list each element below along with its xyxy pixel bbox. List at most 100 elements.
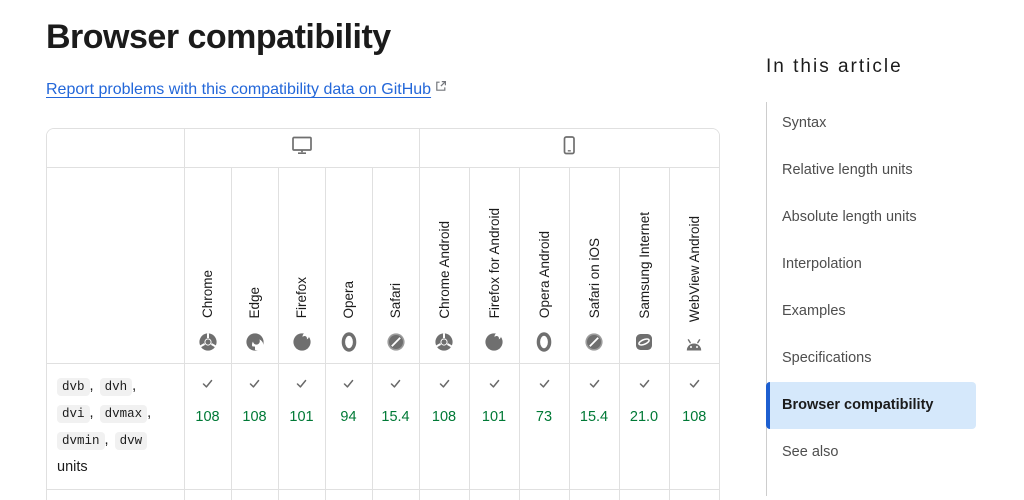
mobile-icon: [559, 135, 579, 156]
external-link-icon: [435, 80, 447, 92]
supported-check-icon: [438, 377, 451, 390]
toc-item-relative-length-units[interactable]: Relative length units: [782, 162, 913, 178]
supported-check-icon: [688, 377, 701, 390]
toc-item-absolute-length-units[interactable]: Absolute length units: [782, 209, 917, 225]
support-cell-samsung-internet[interactable]: 21.0: [619, 363, 670, 490]
column-header-webview-android: WebView Android: [669, 167, 719, 364]
browser-label: Chrome: [200, 270, 215, 319]
browser-label: WebView Android: [686, 216, 702, 323]
safari-icon: [386, 332, 406, 352]
chrome-icon: [434, 332, 454, 352]
support-cell-safari[interactable]: 15.4: [372, 363, 420, 490]
firefox-icon: [292, 332, 312, 352]
support-version: 101: [481, 408, 507, 425]
browser-label: Safari: [388, 283, 403, 319]
toc-item-specifications[interactable]: Specifications: [782, 350, 872, 366]
support-cell-firefox[interactable]: 101: [278, 363, 326, 490]
browser-label: Edge: [247, 286, 262, 319]
report-problems-link[interactable]: Report problems with this compatibility …: [46, 81, 432, 98]
code-chip: dvb: [57, 377, 90, 396]
support-cell-webview-android[interactable]: 108: [669, 363, 719, 490]
code-chip: dvmin: [57, 431, 105, 450]
support-version: 21.0: [629, 408, 659, 425]
separator: ,: [89, 377, 94, 394]
in-this-article-sidebar: In this article Syntax Relative length u…: [766, 0, 1016, 496]
toc-item-browser-compatibility[interactable]: Browser compatibility: [766, 382, 976, 429]
support-version: 108: [431, 408, 457, 425]
support-cell-edge[interactable]: 108: [231, 363, 279, 490]
supported-check-icon: [295, 377, 308, 390]
browser-label: Firefox: [294, 277, 309, 319]
browser-compat-table: Chrome Edge Firefox Opera Safari Chrome …: [46, 128, 720, 500]
supported-check-icon: [638, 377, 651, 390]
android-icon: [684, 336, 704, 352]
supported-check-icon: [201, 377, 214, 390]
code-chip: dvmax: [99, 404, 148, 423]
toc-list: Syntax Relative length units Absolute le…: [766, 100, 976, 496]
support-version: 15.4: [579, 408, 609, 425]
support-cell-chrome-android[interactable]: 108: [419, 363, 470, 490]
separator: ,: [132, 377, 137, 394]
toc-item-examples[interactable]: Examples: [782, 303, 846, 319]
column-header-chrome-android: Chrome Android: [419, 167, 470, 364]
column-header-chrome: Chrome: [184, 167, 232, 364]
browser-label: Firefox for Android: [486, 208, 502, 319]
support-version: 108: [195, 408, 220, 425]
browser-header-row: Chrome Edge Firefox Opera Safari Chrome …: [47, 167, 719, 364]
toc-item-syntax[interactable]: Syntax: [782, 115, 827, 131]
column-header-firefox: Firefox: [278, 167, 326, 364]
toc-item-interpolation[interactable]: Interpolation: [782, 256, 862, 272]
firefox-icon: [484, 332, 504, 352]
opera-icon: [534, 331, 554, 352]
desktop-group-header: [184, 129, 420, 168]
edge-icon: [245, 332, 265, 352]
browser-label: Chrome Android: [436, 220, 452, 319]
supported-check-icon: [588, 377, 601, 390]
desktop-icon: [290, 135, 314, 156]
code-chip: dvh: [99, 377, 133, 396]
support-cell-opera-android[interactable]: 73: [519, 363, 570, 490]
toc-heading: In this article: [766, 56, 903, 77]
feature-cell[interactable]: [47, 489, 185, 500]
column-header-firefox-android: Firefox for Android: [469, 167, 520, 364]
column-header-safari: Safari: [372, 167, 420, 364]
support-version: 101: [289, 408, 314, 425]
page-title: Browser compatibility: [46, 18, 391, 56]
supported-check-icon: [488, 377, 501, 390]
separator: ,: [147, 404, 152, 421]
supported-check-icon: [389, 377, 402, 390]
opera-icon: [339, 331, 359, 352]
table-row-partial: [47, 489, 719, 500]
samsung-internet-icon: [634, 332, 654, 352]
supported-check-icon: [248, 377, 261, 390]
feature-column-header: [47, 167, 185, 364]
support-cell-chrome[interactable]: 108: [184, 363, 232, 490]
support-version: 94: [340, 408, 357, 425]
column-header-opera-android: Opera Android: [519, 167, 570, 364]
separator: ,: [104, 431, 109, 448]
chrome-icon: [198, 332, 218, 352]
support-version: 15.4: [381, 408, 410, 425]
support-cell-safari-ios[interactable]: 15.4: [569, 363, 620, 490]
code-chip: dvw: [114, 431, 148, 450]
device-group-row: [47, 129, 719, 168]
browser-label: Opera: [341, 280, 356, 319]
separator: ,: [89, 404, 94, 421]
article-section: Browser compatibility Report problems wi…: [46, 0, 720, 99]
browser-label: Samsung Internet: [636, 211, 652, 319]
safari-icon: [584, 332, 604, 352]
feature-cell[interactable]: dvb, dvh, dvi, dvmax, dvmin, dvw units: [47, 363, 185, 490]
feature-suffix: units: [57, 458, 88, 475]
support-cell-opera[interactable]: 94: [325, 363, 373, 490]
mobile-group-header: [419, 129, 719, 168]
support-version: 108: [242, 408, 267, 425]
browser-label: Safari on iOS: [586, 238, 602, 319]
supported-check-icon: [342, 377, 355, 390]
support-version: 108: [682, 408, 707, 425]
supported-check-icon: [538, 377, 551, 390]
toc-item-see-also[interactable]: See also: [782, 444, 839, 460]
column-header-edge: Edge: [231, 167, 279, 364]
support-cell-firefox-android[interactable]: 101: [469, 363, 520, 490]
column-header-opera: Opera: [325, 167, 373, 364]
table-row: dvb, dvh, dvi, dvmax, dvmin, dvw units 1…: [47, 363, 719, 490]
